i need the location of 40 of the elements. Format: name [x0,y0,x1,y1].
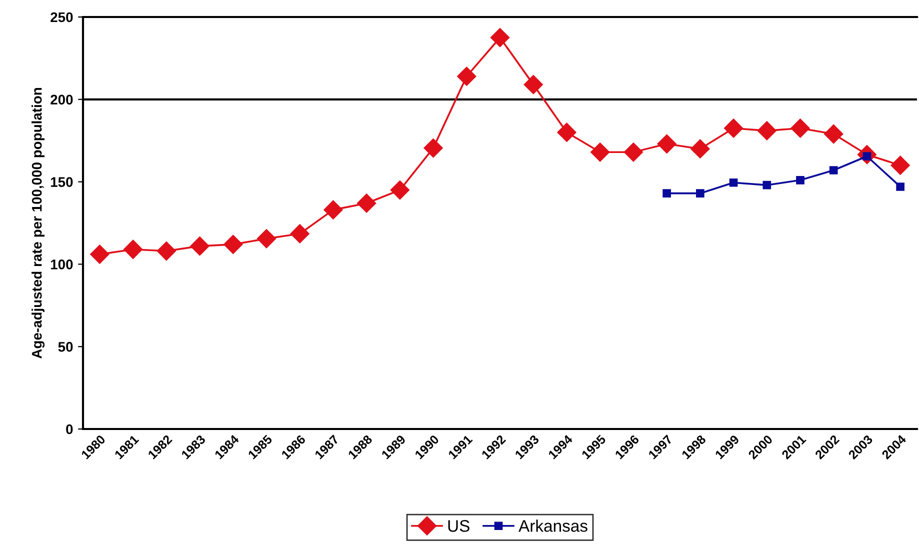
point [290,224,310,244]
point [757,121,776,140]
point [624,142,643,162]
y-tick-label: 50 [58,342,73,352]
point [890,156,910,175]
point [796,176,804,184]
y-tick-label: 0 [66,424,73,434]
point [724,118,744,138]
point [357,194,376,213]
y-tick-label: 250 [50,12,73,22]
point [557,122,576,142]
point [156,241,176,261]
legend-label: Arkansas [518,520,588,532]
point [657,134,676,154]
y-tick-label: 100 [50,260,73,270]
y-tick-label: 200 [50,94,73,105]
point [457,66,476,86]
point [790,118,810,138]
point [190,236,210,256]
point [90,244,110,264]
y-tick-label: 150 [50,177,73,187]
point [829,166,838,174]
point [662,189,671,198]
point [524,75,543,94]
point [256,229,276,248]
point [696,189,704,198]
point [224,234,243,254]
point [424,138,443,158]
point [124,240,143,259]
point [824,124,844,144]
point [690,139,710,158]
point [390,180,410,200]
point [896,182,904,191]
point [729,178,738,187]
point [324,200,343,220]
y-axis-title: Age-adjusted rate per 100,000 population [32,88,45,358]
point [762,180,772,190]
point [490,28,510,48]
legend-label: US [448,520,470,532]
point [590,142,610,162]
